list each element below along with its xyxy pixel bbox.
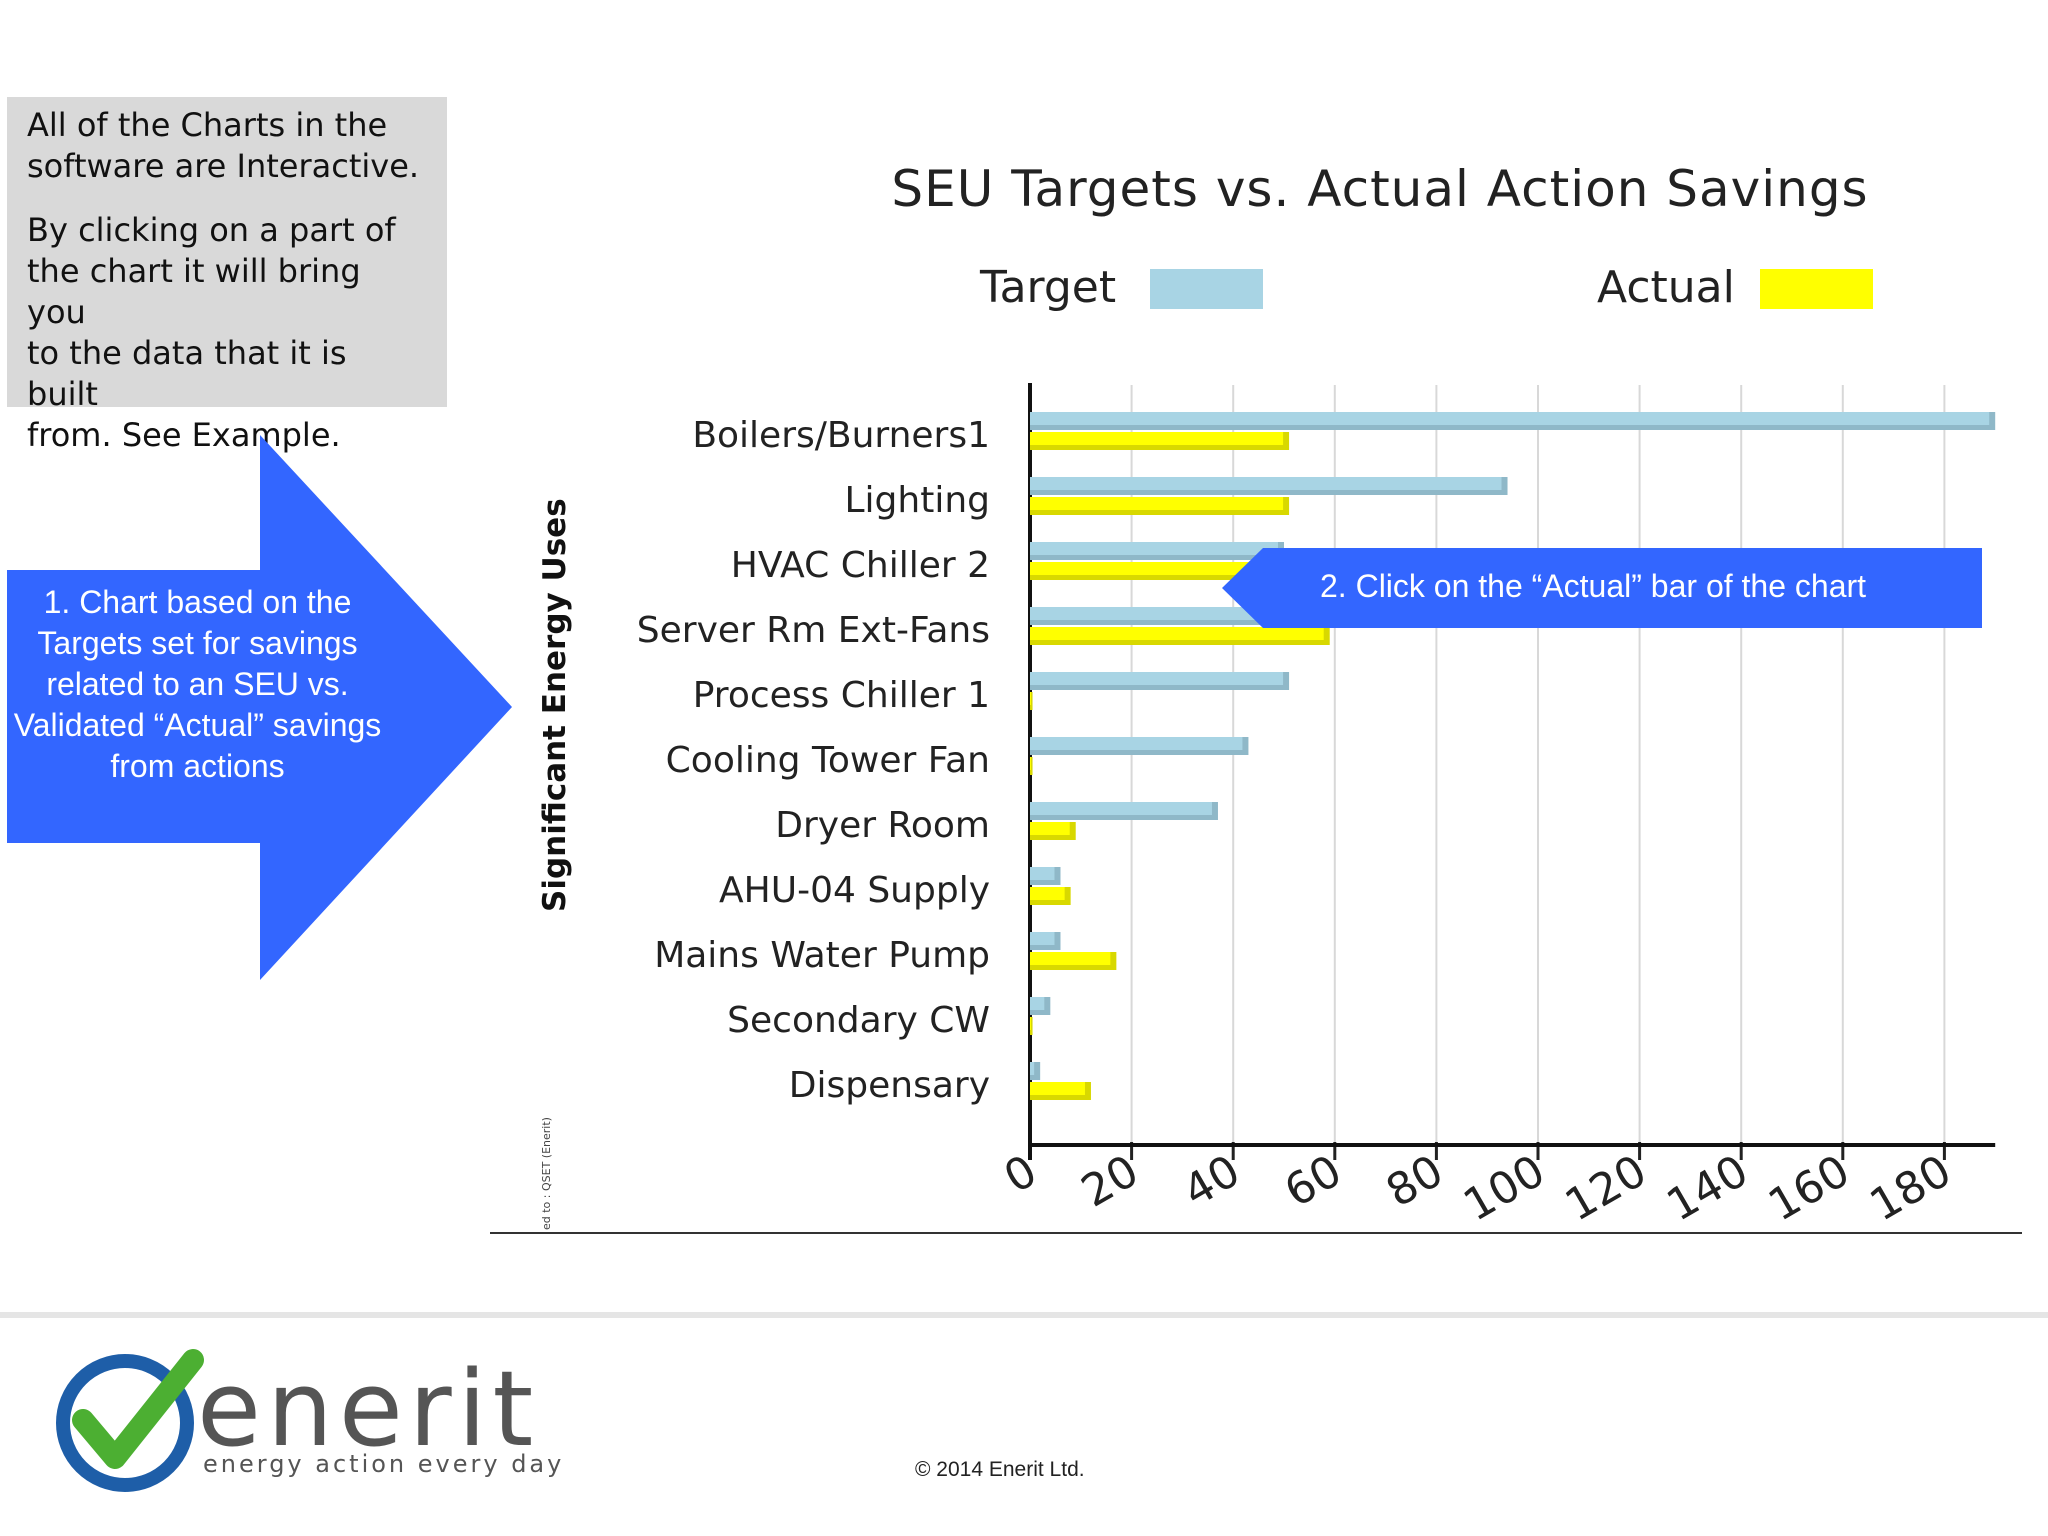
category-label: Secondary CW: [727, 1000, 990, 1041]
enerit-logo: enerit energy action every day: [56, 1348, 564, 1492]
right-arrow-shape: [7, 435, 512, 980]
legend-swatch-target[interactable]: [1150, 269, 1263, 309]
logo-wordmark: enerit: [197, 1348, 539, 1470]
bar-actual[interactable]: [1030, 822, 1070, 835]
bar-actual[interactable]: [1030, 952, 1111, 965]
bar-actual[interactable]: [1030, 757, 1031, 770]
bar-actual-edge[interactable]: [1030, 757, 1033, 775]
bar-target[interactable]: [1030, 932, 1055, 945]
callout-text: 2. Click on the “Actual” bar of the char…: [1320, 568, 1867, 604]
category-label: Lighting: [844, 480, 990, 521]
bar-target[interactable]: [1030, 672, 1284, 685]
bar-actual-edge[interactable]: [1030, 692, 1033, 710]
category-label: Dryer Room: [775, 805, 990, 846]
bar-actual[interactable]: [1030, 887, 1065, 900]
chart-title: SEU Targets vs. Actual Action Savings: [891, 160, 1869, 218]
bar-target[interactable]: [1030, 737, 1243, 750]
legend-label-target: Target: [980, 262, 1117, 313]
category-label: Server Rm Ext-Fans: [637, 610, 990, 651]
category-label: Boilers/Burners1: [692, 415, 990, 456]
bar-target[interactable]: [1030, 997, 1045, 1010]
legend-label-actual: Actual: [1597, 262, 1735, 313]
bar-target[interactable]: [1030, 867, 1055, 880]
arrow-annotation-text: 1. Chart based on the Targets set for sa…: [13, 584, 382, 784]
x-tick-label: 0: [996, 1145, 1046, 1203]
x-tick-label: 80: [1378, 1145, 1452, 1217]
category-label: HVAC Chiller 2: [731, 545, 990, 586]
bar-target[interactable]: [1030, 412, 1990, 425]
info-box-line-2: By clicking on a part of the chart it wi…: [27, 211, 396, 454]
bar-actual[interactable]: [1030, 497, 1284, 510]
info-box-line-1: All of the Charts in the software are In…: [27, 106, 420, 185]
bar-chart[interactable]: 0 20 40 60 80 100 120 140 160 180Boilers/Burners1…: [0, 0, 2048, 1240]
x-tick-label: 20: [1073, 1145, 1147, 1217]
info-box: All of the Charts in the software are In…: [7, 97, 447, 454]
x-tick-label: 60: [1276, 1145, 1350, 1217]
bar-actual-edge[interactable]: [1030, 1017, 1033, 1035]
logo-tagline: energy action every day: [203, 1450, 564, 1478]
bar-actual[interactable]: [1030, 1017, 1031, 1030]
category-label: Cooling Tower Fan: [666, 740, 990, 781]
bar-actual[interactable]: [1030, 432, 1284, 445]
bar-target[interactable]: [1030, 477, 1502, 490]
footer-divider: [0, 1312, 2048, 1318]
bar-target[interactable]: [1030, 802, 1212, 815]
bar-target[interactable]: [1030, 542, 1278, 555]
x-tick-label: 40: [1175, 1145, 1249, 1217]
bar-target-edge[interactable]: [1030, 1062, 1041, 1080]
callout-arrow-shape: [1222, 548, 1982, 628]
bar-actual[interactable]: [1030, 1082, 1085, 1095]
category-label: Process Chiller 1: [693, 675, 990, 716]
copyright-text: © 2014 Enerit Ltd.: [915, 1458, 1085, 1481]
bar-actual[interactable]: [1030, 562, 1299, 575]
chart-bottom-line: [490, 1232, 2022, 1234]
legend-swatch-actual[interactable]: [1760, 269, 1873, 309]
category-label: Dispensary: [789, 1065, 990, 1106]
category-label: Mains Water Pump: [654, 935, 990, 976]
category-label: AHU-04 Supply: [719, 870, 990, 911]
bar-actual[interactable]: [1030, 627, 1324, 640]
bar-target[interactable]: [1030, 1062, 1035, 1075]
bar-actual[interactable]: [1030, 692, 1031, 705]
